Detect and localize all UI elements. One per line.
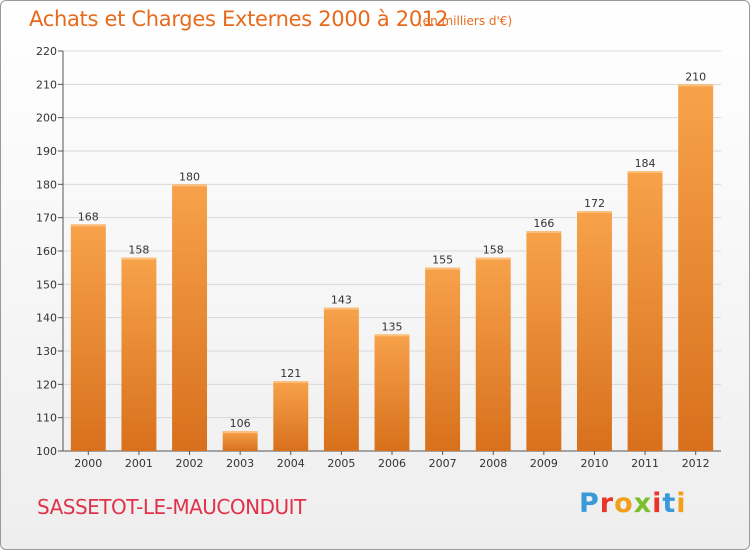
bar-2006: [374, 334, 410, 451]
y-tick-label: 130: [36, 345, 57, 358]
logo-letter: i: [676, 488, 687, 519]
value-label-2011: 184: [635, 157, 656, 170]
x-tick-label-2010: 2010: [580, 457, 608, 470]
x-tick-label-2000: 2000: [74, 457, 102, 470]
value-label-2012: 210: [685, 70, 706, 83]
y-tick-label: 210: [36, 78, 57, 91]
value-label-2004: 121: [280, 367, 301, 380]
bar-top-highlight: [323, 307, 359, 310]
logo-letter: i: [652, 488, 663, 519]
x-tick-label-2001: 2001: [125, 457, 153, 470]
bar-top-highlight: [70, 224, 106, 227]
bar-2003: [222, 431, 258, 451]
x-tick-label-2008: 2008: [479, 457, 507, 470]
y-tick-label: 120: [36, 378, 57, 391]
value-label-2009: 166: [533, 217, 554, 230]
bar-2001: [121, 257, 157, 451]
bar-top-highlight: [627, 171, 663, 173]
chart-title: Achats et Charges Externes 2000 à 2012: [29, 7, 449, 31]
value-label-2007: 155: [432, 254, 453, 267]
value-label-2001: 158: [128, 244, 149, 257]
bar-2002: [172, 184, 208, 452]
value-label-2002: 180: [179, 170, 200, 183]
logo-letter: x: [633, 488, 653, 519]
bar-2010: [576, 211, 612, 451]
y-tick-label: 160: [36, 245, 57, 258]
bar-top-highlight: [172, 184, 208, 187]
bar-top-highlight: [678, 84, 714, 87]
y-tick-label: 150: [36, 278, 57, 291]
bar-top-highlight: [526, 231, 562, 233]
logo-letter: P: [579, 488, 600, 519]
bar-2008: [475, 257, 511, 451]
bar-top-highlight: [222, 431, 258, 433]
y-tick-label: 170: [36, 212, 57, 225]
bar-2000: [70, 224, 106, 451]
chart-unit: (en milliers d'€): [418, 14, 513, 28]
x-tick-label-2003: 2003: [226, 457, 254, 470]
y-tick-label: 190: [36, 145, 57, 158]
value-label-2006: 135: [382, 320, 403, 333]
bar-top-highlight: [425, 267, 461, 270]
y-tick-label: 110: [36, 412, 57, 425]
x-tick-label-2012: 2012: [682, 457, 710, 470]
y-tick-label: 140: [36, 312, 57, 325]
x-tick-label-2006: 2006: [378, 457, 406, 470]
y-tick-labels: 100 110 120 130 140 150 160 170 180 190 200 210 220: [36, 45, 57, 458]
y-tick-label: 220: [36, 45, 57, 58]
logo-letter: o: [614, 488, 634, 519]
y-tick-label: 180: [36, 178, 57, 191]
value-label-2005: 143: [331, 294, 352, 307]
value-label-2000: 168: [78, 210, 99, 223]
proxiti-logo: Proxiti: [579, 488, 687, 519]
logo-letter: r: [599, 488, 615, 519]
bar-2004: [273, 381, 309, 451]
value-label-2003: 106: [230, 417, 251, 430]
x-tick-label-2011: 2011: [631, 457, 659, 470]
x-tick-label-2009: 2009: [530, 457, 558, 470]
bar-2012: [678, 84, 714, 451]
value-label-2010: 172: [584, 197, 605, 210]
value-labels: 168 158 180 106 121 143 135 155 158 166 172 184 210: [78, 70, 706, 430]
bar-top-highlight: [121, 257, 157, 260]
bars: [70, 84, 714, 452]
x-tick-labels: 2000 2001 2002 2003 2004 2005 2006 2007 2008 2009…: [74, 457, 709, 470]
x-tick-label-2002: 2002: [176, 457, 204, 470]
bar-2009: [526, 231, 562, 451]
x-tick-label-2004: 2004: [277, 457, 305, 470]
x-tick-label-2005: 2005: [327, 457, 355, 470]
bar-2005: [323, 307, 359, 451]
bar-top-highlight: [475, 257, 511, 260]
bar-top-highlight: [576, 211, 612, 213]
x-tick-label-2007: 2007: [429, 457, 457, 470]
bar-top-highlight: [374, 334, 410, 337]
y-tick-label: 100: [36, 445, 57, 458]
bar-top-highlight: [273, 381, 309, 383]
logo-letter: t: [662, 488, 677, 519]
value-label-2008: 158: [483, 244, 504, 257]
bar-2007: [425, 267, 461, 451]
bar-2011: [627, 171, 663, 451]
y-tick-label: 200: [36, 112, 57, 125]
commune-name: SASSETOT-LE-MAUCONDUIT: [37, 495, 306, 519]
